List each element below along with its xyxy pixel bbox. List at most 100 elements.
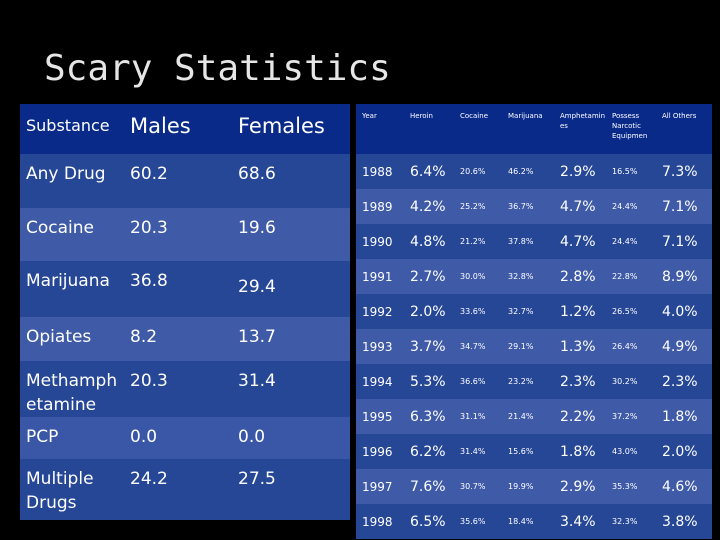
heroin-cell: 6.3%: [410, 408, 446, 425]
males-cell: 0.0: [130, 427, 158, 447]
header-females: Females: [238, 114, 325, 138]
table-row: 1997 7.6% 30.7% 19.9% 2.9% 35.3% 4.6%: [356, 469, 712, 504]
table-row: 1991 2.7% 30.0% 32.8% 2.8% 22.8% 8.9%: [356, 259, 712, 294]
header-amphetamines: Amphetamines: [560, 112, 606, 130]
marijuana-cell: 19.9%: [508, 482, 534, 491]
females-cell: 29.4: [238, 277, 276, 297]
cocaine-cell: 30.0%: [460, 272, 486, 281]
males-cell: 8.2: [130, 327, 158, 347]
amphetamines-cell: 1.8%: [560, 443, 596, 460]
cocaine-cell: 31.4%: [460, 447, 486, 456]
table-header-row: Year Heroin Cocaine Marijuana Amphetamin…: [356, 104, 712, 154]
females-cell: 27.5: [238, 469, 276, 489]
table-row: Multiple Drugs 24.2 27.5: [20, 459, 350, 520]
females-cell: 13.7: [238, 327, 276, 347]
table-row: 1989 4.2% 25.2% 36.7% 4.7% 24.4% 7.1%: [356, 189, 712, 224]
marijuana-cell: 21.4%: [508, 412, 534, 421]
substance-gender-table: Substance Males Females Any Drug 60.2 68…: [20, 104, 350, 520]
all-others-cell: 2.0%: [662, 443, 698, 460]
all-others-cell: 7.1%: [662, 198, 698, 215]
males-cell: 24.2: [130, 469, 168, 489]
narcotic-equipment-cell: 32.3%: [612, 517, 638, 526]
substance-cell: Multiple Drugs: [26, 469, 94, 513]
heroin-cell: 5.3%: [410, 373, 446, 390]
heroin-cell: 4.8%: [410, 233, 446, 250]
narcotic-equipment-cell: 16.5%: [612, 167, 638, 176]
heroin-cell: 6.5%: [410, 513, 446, 530]
narcotic-equipment-cell: 35.3%: [612, 482, 638, 491]
narcotic-equipment-cell: 43.0%: [612, 447, 638, 456]
year-cell: 1997: [362, 479, 393, 494]
substance-cell: Methamphetamine: [26, 371, 118, 415]
year-cell: 1998: [362, 514, 393, 529]
slide-title: Scary Statistics: [44, 48, 391, 89]
marijuana-cell: 23.2%: [508, 377, 534, 386]
marijuana-cell: 15.6%: [508, 447, 534, 456]
cocaine-cell: 36.6%: [460, 377, 486, 386]
header-narcotic-equipment: Possess Narcotic Equipmen: [612, 112, 648, 140]
amphetamines-cell: 2.3%: [560, 373, 596, 390]
marijuana-cell: 18.4%: [508, 517, 534, 526]
all-others-cell: 2.3%: [662, 373, 698, 390]
all-others-cell: 3.8%: [662, 513, 698, 530]
year-cell: 1989: [362, 199, 393, 214]
females-cell: 19.6: [238, 218, 276, 238]
table-row: Any Drug 60.2 68.6: [20, 154, 350, 208]
table-row: Opiates 8.2 13.7: [20, 317, 350, 361]
marijuana-cell: 37.8%: [508, 237, 534, 246]
year-cell: 1990: [362, 234, 393, 249]
year-cell: 1991: [362, 269, 393, 284]
heroin-cell: 6.2%: [410, 443, 446, 460]
header-heroin: Heroin: [410, 112, 433, 120]
table-row: 1998 6.5% 35.6% 18.4% 3.4% 32.3% 3.8%: [356, 504, 712, 539]
marijuana-cell: 32.8%: [508, 272, 534, 281]
narcotic-equipment-cell: 24.4%: [612, 202, 638, 211]
table-row: Marijuana 36.8 29.4: [20, 261, 350, 317]
amphetamines-cell: 2.8%: [560, 268, 596, 285]
substance-cell: PCP: [26, 427, 59, 447]
males-cell: 60.2: [130, 164, 168, 184]
marijuana-cell: 32.7%: [508, 307, 534, 316]
narcotic-equipment-cell: 26.4%: [612, 342, 638, 351]
cocaine-cell: 30.7%: [460, 482, 486, 491]
year-cell: 1996: [362, 444, 393, 459]
marijuana-cell: 46.2%: [508, 167, 534, 176]
cocaine-cell: 34.7%: [460, 342, 486, 351]
narcotic-equipment-cell: 30.2%: [612, 377, 638, 386]
substance-cell: Opiates: [26, 327, 92, 347]
males-cell: 20.3: [130, 371, 168, 391]
amphetamines-cell: 1.2%: [560, 303, 596, 320]
amphetamines-cell: 2.9%: [560, 163, 596, 180]
year-cell: 1988: [362, 164, 393, 179]
table-row: Cocaine 20.3 19.6: [20, 208, 350, 261]
all-others-cell: 4.6%: [662, 478, 698, 495]
narcotic-equipment-cell: 22.8%: [612, 272, 638, 281]
amphetamines-cell: 1.3%: [560, 338, 596, 355]
marijuana-cell: 29.1%: [508, 342, 534, 351]
narcotic-equipment-cell: 37.2%: [612, 412, 638, 421]
substance-cell: Marijuana: [26, 271, 110, 291]
cocaine-cell: 33.6%: [460, 307, 486, 316]
females-cell: 68.6: [238, 164, 276, 184]
table-row: 1990 4.8% 21.2% 37.8% 4.7% 24.4% 7.1%: [356, 224, 712, 259]
heroin-cell: 2.0%: [410, 303, 446, 320]
year-cell: 1994: [362, 374, 393, 389]
heroin-cell: 2.7%: [410, 268, 446, 285]
amphetamines-cell: 2.2%: [560, 408, 596, 425]
marijuana-cell: 36.7%: [508, 202, 534, 211]
amphetamines-cell: 4.7%: [560, 233, 596, 250]
substance-cell: Cocaine: [26, 218, 94, 238]
header-substance: Substance: [26, 116, 110, 135]
amphetamines-cell: 2.9%: [560, 478, 596, 495]
year-cell: 1995: [362, 409, 393, 424]
table-row: 1988 6.4% 20.6% 46.2% 2.9% 16.5% 7.3%: [356, 154, 712, 189]
heroin-cell: 7.6%: [410, 478, 446, 495]
yearly-drug-table: Year Heroin Cocaine Marijuana Amphetamin…: [356, 104, 712, 539]
table-row: 1994 5.3% 36.6% 23.2% 2.3% 30.2% 2.3%: [356, 364, 712, 399]
females-cell: 31.4: [238, 371, 276, 391]
cocaine-cell: 35.6%: [460, 517, 486, 526]
table-row: PCP 0.0 0.0: [20, 417, 350, 459]
cocaine-cell: 20.6%: [460, 167, 486, 176]
header-all-others: All Others: [662, 112, 697, 120]
all-others-cell: 8.9%: [662, 268, 698, 285]
